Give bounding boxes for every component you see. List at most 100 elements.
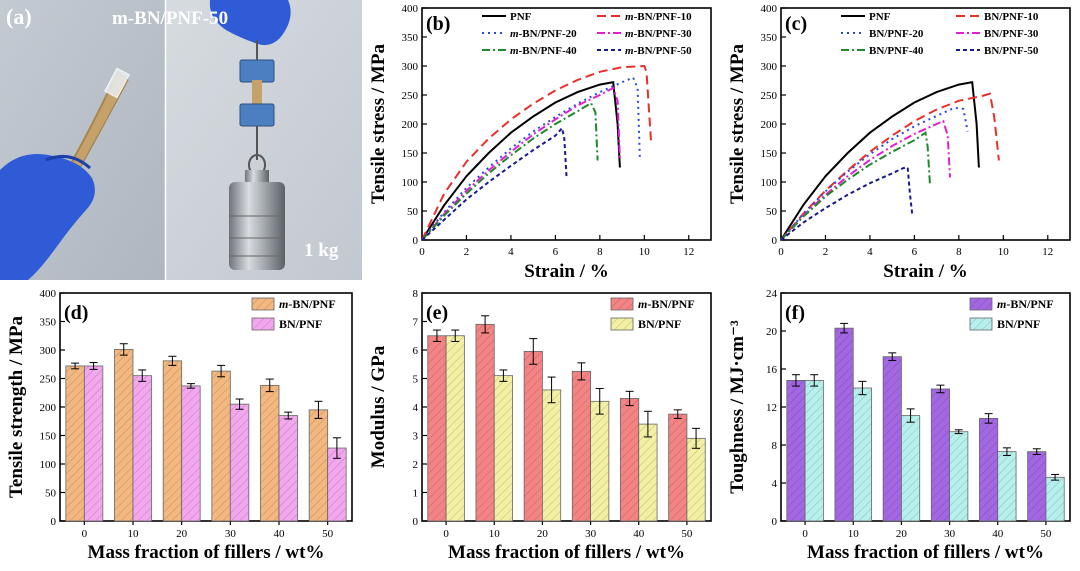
y-tick-label: 400	[40, 288, 57, 300]
panel-label-b: (b)	[426, 13, 450, 35]
legend-swatch	[610, 317, 634, 331]
y-tick-label: 200	[761, 119, 778, 131]
bar	[65, 365, 85, 522]
y-axis-label: Tensile strength / MPa	[6, 315, 27, 498]
bar	[475, 323, 495, 522]
y-tick-label: 6	[413, 345, 419, 357]
y-axis-label: Tensile stress / MPa	[368, 44, 389, 204]
x-tick-label: 20	[176, 528, 188, 540]
y-tick-label: 0	[413, 516, 419, 528]
x-axis-label: Mass fraction of fillers / wt%	[807, 542, 1044, 563]
y-tick-label: 350	[402, 32, 419, 44]
bar	[542, 389, 562, 522]
plot-frame	[421, 7, 712, 241]
legend-entry: BN/PNF	[997, 317, 1040, 331]
y-tick-label: 0	[772, 516, 778, 528]
y-tick-label: 50	[407, 206, 419, 218]
x-tick-label: 40	[274, 528, 286, 540]
legend-entry: m-BN/PNF-10	[625, 11, 692, 23]
bar	[668, 413, 688, 522]
bar	[882, 356, 902, 522]
x-axis-label: Mass fraction of fillers / wt%	[448, 542, 685, 563]
legend-swatch	[610, 297, 634, 311]
y-tick-label: 200	[402, 119, 419, 131]
bar	[1045, 476, 1065, 522]
chart-f: 0 10 20 30 40 50 0 4 8 12 16 20 24 Mass fraction of f…	[721, 285, 1080, 566]
clip-top	[239, 59, 275, 83]
x-tick-label: 40	[992, 528, 1004, 540]
series-line	[421, 101, 599, 241]
y-tick-label: 300	[761, 61, 778, 73]
series-line	[780, 81, 980, 241]
legend-entry: BN/PNF-20	[869, 28, 924, 40]
x-tick-label: 6	[553, 246, 559, 258]
chart-c: 0 2 4 6 8 10 12 0 50 100 150 200 250 300 350 400 Strain …	[721, 0, 1080, 285]
legend-entry: BN/PNF-50	[984, 45, 1039, 57]
x-tick-label: 6	[912, 246, 918, 258]
chart-e: 0 10 20 30 40 50 0 1 2 3 4 5 6 7 8 Mass fraction of fil…	[362, 285, 721, 566]
bar	[493, 375, 513, 522]
photo-panel: (a) m-BN/PNF-50 1 kg	[0, 0, 362, 280]
y-tick-label: 12	[766, 402, 777, 414]
bar	[162, 360, 183, 522]
x-tick-label: 30	[225, 528, 237, 540]
x-tick-label: 0	[443, 528, 449, 540]
legend-entry: m-BN/PNF-20	[510, 28, 577, 40]
legend-entry: m-BN/PNF-50	[625, 45, 692, 57]
series-line	[421, 64, 652, 241]
legend-entry: m-BN/PNF	[638, 297, 695, 311]
y-tick-label: 4	[413, 402, 419, 414]
bar	[1027, 451, 1047, 522]
series-line	[421, 125, 568, 241]
bar	[83, 365, 104, 522]
photo-illustration: (a) m-BN/PNF-50 1 kg	[0, 0, 362, 280]
x-axis-label: Strain / %	[524, 261, 608, 282]
x-tick-label: 12	[1042, 246, 1053, 258]
y-tick-label: 50	[766, 206, 778, 218]
bar	[979, 417, 999, 522]
legend-entry: m-BN/PNF	[997, 297, 1054, 311]
x-tick-label: 12	[683, 246, 694, 258]
legend-entry: m-BN/PNF-40	[510, 45, 577, 57]
legend-entry: BN/PNF-30	[984, 28, 1039, 40]
x-tick-label: 40	[633, 528, 645, 540]
x-tick-label: 8	[597, 246, 603, 258]
bar	[308, 409, 329, 522]
y-tick-label: 350	[761, 32, 778, 44]
clip-bottom	[239, 103, 275, 127]
bar	[834, 327, 854, 522]
y-tick-label: 200	[40, 402, 57, 414]
chart-svg-d: 0 10 20 30 40 50 0 50 100 150 200 250 300 350 400 Mass …	[6, 288, 353, 563]
y-tick-label: 250	[40, 374, 57, 386]
x-tick-label: 0	[419, 246, 425, 258]
y-tick-label: 400	[402, 3, 419, 15]
panel-label-e: (e)	[426, 302, 448, 324]
y-tick-label: 4	[772, 478, 778, 490]
x-tick-label: 30	[944, 528, 956, 540]
bar	[114, 349, 134, 522]
y-tick-label: 0	[413, 235, 419, 247]
bar	[686, 437, 706, 522]
y-tick-label: 300	[402, 61, 419, 73]
panel-label-a: (a)	[6, 4, 32, 29]
chart-svg-b: 0 2 4 6 8 10 12 0 50 100 150 200 250 300 350 400 Strain …	[368, 3, 712, 282]
y-tick-label: 250	[761, 90, 778, 102]
y-tick-label: 0	[772, 235, 778, 247]
x-axis-label: Mass fraction of fillers / wt%	[88, 542, 325, 563]
legend-swatch	[969, 297, 993, 311]
panel-label-d: (d)	[64, 302, 88, 324]
y-tick-label: 7	[413, 317, 419, 329]
x-tick-label: 10	[489, 528, 501, 540]
x-tick-label: 10	[128, 528, 140, 540]
y-tick-label: 20	[766, 326, 778, 338]
glove-top	[209, 0, 291, 46]
y-tick-label: 300	[40, 345, 57, 357]
legend-entry: m-BN/PNF-30	[625, 28, 692, 40]
panel-label-f: (f)	[785, 302, 805, 324]
series-line	[421, 86, 621, 241]
bar	[427, 335, 447, 522]
sample-label: m-BN/PNF-50	[112, 8, 228, 29]
bar	[620, 398, 640, 522]
y-axis-label: Modulus / GPa	[368, 345, 389, 468]
legend-entry: PNF	[869, 11, 891, 23]
